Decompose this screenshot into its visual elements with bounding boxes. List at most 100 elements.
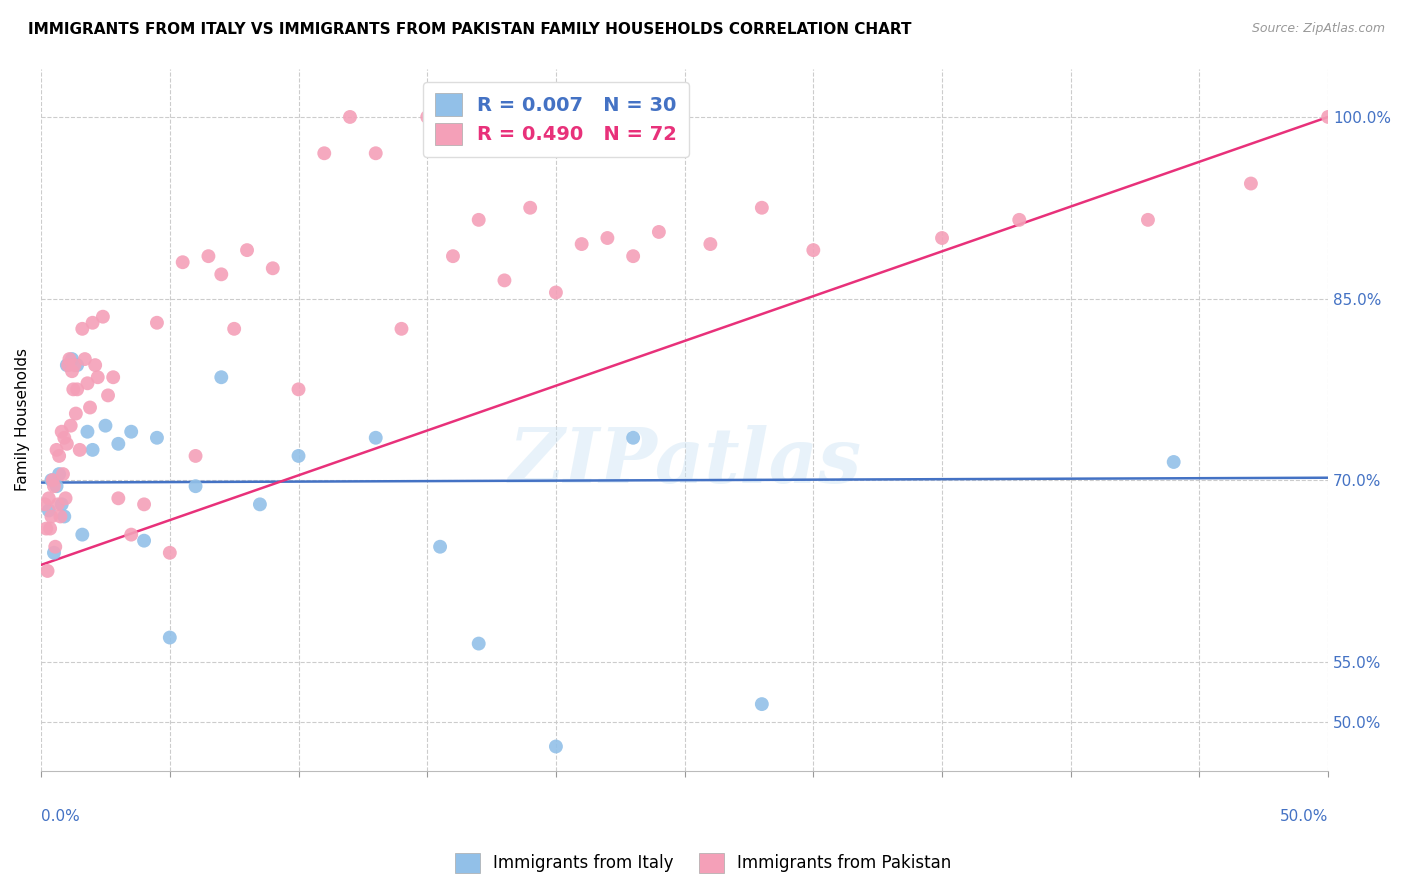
Point <box>172 255 194 269</box>
Legend: R = 0.007   N = 30, R = 0.490   N = 72: R = 0.007 N = 30, R = 0.490 N = 72 <box>423 82 689 157</box>
Point <box>314 146 336 161</box>
Text: ZIPatlas: ZIPatlas <box>508 425 862 499</box>
Point <box>494 273 516 287</box>
Point <box>339 110 361 124</box>
Point <box>41 473 63 487</box>
Point <box>58 352 80 367</box>
Point <box>72 527 94 541</box>
Point <box>82 442 104 457</box>
Text: Source: ZipAtlas.com: Source: ZipAtlas.com <box>1251 22 1385 36</box>
Point <box>146 316 169 330</box>
Point <box>82 316 104 330</box>
Text: 50.0%: 50.0% <box>1279 809 1329 824</box>
Point <box>1136 212 1159 227</box>
Point <box>69 442 91 457</box>
Point <box>55 491 77 506</box>
Point <box>60 364 83 378</box>
Point <box>209 268 232 282</box>
Point <box>56 437 79 451</box>
Point <box>544 285 567 300</box>
Point <box>42 546 65 560</box>
Point <box>76 425 98 439</box>
Point <box>79 401 101 415</box>
Point <box>62 382 84 396</box>
Point <box>429 540 451 554</box>
Point <box>63 358 86 372</box>
Point <box>65 407 87 421</box>
Point <box>931 231 953 245</box>
Text: IMMIGRANTS FROM ITALY VS IMMIGRANTS FROM PAKISTAN FAMILY HOUSEHOLDS CORRELATION : IMMIGRANTS FROM ITALY VS IMMIGRANTS FROM… <box>28 22 911 37</box>
Point <box>184 449 207 463</box>
Point <box>751 201 773 215</box>
Point <box>416 110 439 124</box>
Point <box>287 449 309 463</box>
Point <box>596 231 619 245</box>
Point <box>648 225 671 239</box>
Point <box>364 431 387 445</box>
Point <box>49 509 72 524</box>
Point <box>621 431 644 445</box>
Point <box>120 425 142 439</box>
Point <box>132 533 155 548</box>
Y-axis label: Family Households: Family Households <box>15 348 30 491</box>
Point <box>59 418 82 433</box>
Point <box>66 358 89 372</box>
Point <box>35 522 58 536</box>
Point <box>41 509 63 524</box>
Point <box>34 497 56 511</box>
Point <box>467 212 489 227</box>
Point <box>53 431 76 445</box>
Point <box>132 497 155 511</box>
Point <box>53 509 76 524</box>
Point <box>571 237 593 252</box>
Point <box>42 479 65 493</box>
Point <box>699 237 721 252</box>
Point <box>801 243 824 257</box>
Point <box>60 352 83 367</box>
Point <box>84 358 107 372</box>
Point <box>544 739 567 754</box>
Point <box>364 146 387 161</box>
Text: 0.0%: 0.0% <box>41 809 80 824</box>
Point <box>73 352 96 367</box>
Point <box>467 637 489 651</box>
Point <box>94 418 117 433</box>
Point <box>39 522 62 536</box>
Point <box>519 201 541 215</box>
Point <box>441 249 464 263</box>
Legend: Immigrants from Italy, Immigrants from Pakistan: Immigrants from Italy, Immigrants from P… <box>449 847 957 880</box>
Point <box>45 442 67 457</box>
Point <box>120 527 142 541</box>
Point <box>38 491 60 506</box>
Point <box>621 249 644 263</box>
Point <box>97 388 120 402</box>
Point <box>51 425 73 439</box>
Point <box>1240 177 1263 191</box>
Point <box>146 431 169 445</box>
Point <box>391 322 413 336</box>
Point <box>91 310 114 324</box>
Point <box>44 540 66 554</box>
Point <box>52 467 75 481</box>
Point <box>287 382 309 396</box>
Point <box>37 564 59 578</box>
Point <box>51 497 73 511</box>
Point <box>751 697 773 711</box>
Point <box>56 358 79 372</box>
Point <box>262 261 284 276</box>
Point <box>107 437 129 451</box>
Point <box>159 546 181 560</box>
Point <box>48 467 70 481</box>
Point <box>209 370 232 384</box>
Point <box>1317 110 1340 124</box>
Point <box>41 473 63 487</box>
Point <box>236 243 259 257</box>
Point <box>1008 212 1031 227</box>
Point <box>38 503 60 517</box>
Point <box>48 449 70 463</box>
Point <box>72 322 94 336</box>
Point <box>184 479 207 493</box>
Point <box>1163 455 1185 469</box>
Point <box>197 249 219 263</box>
Point <box>66 382 89 396</box>
